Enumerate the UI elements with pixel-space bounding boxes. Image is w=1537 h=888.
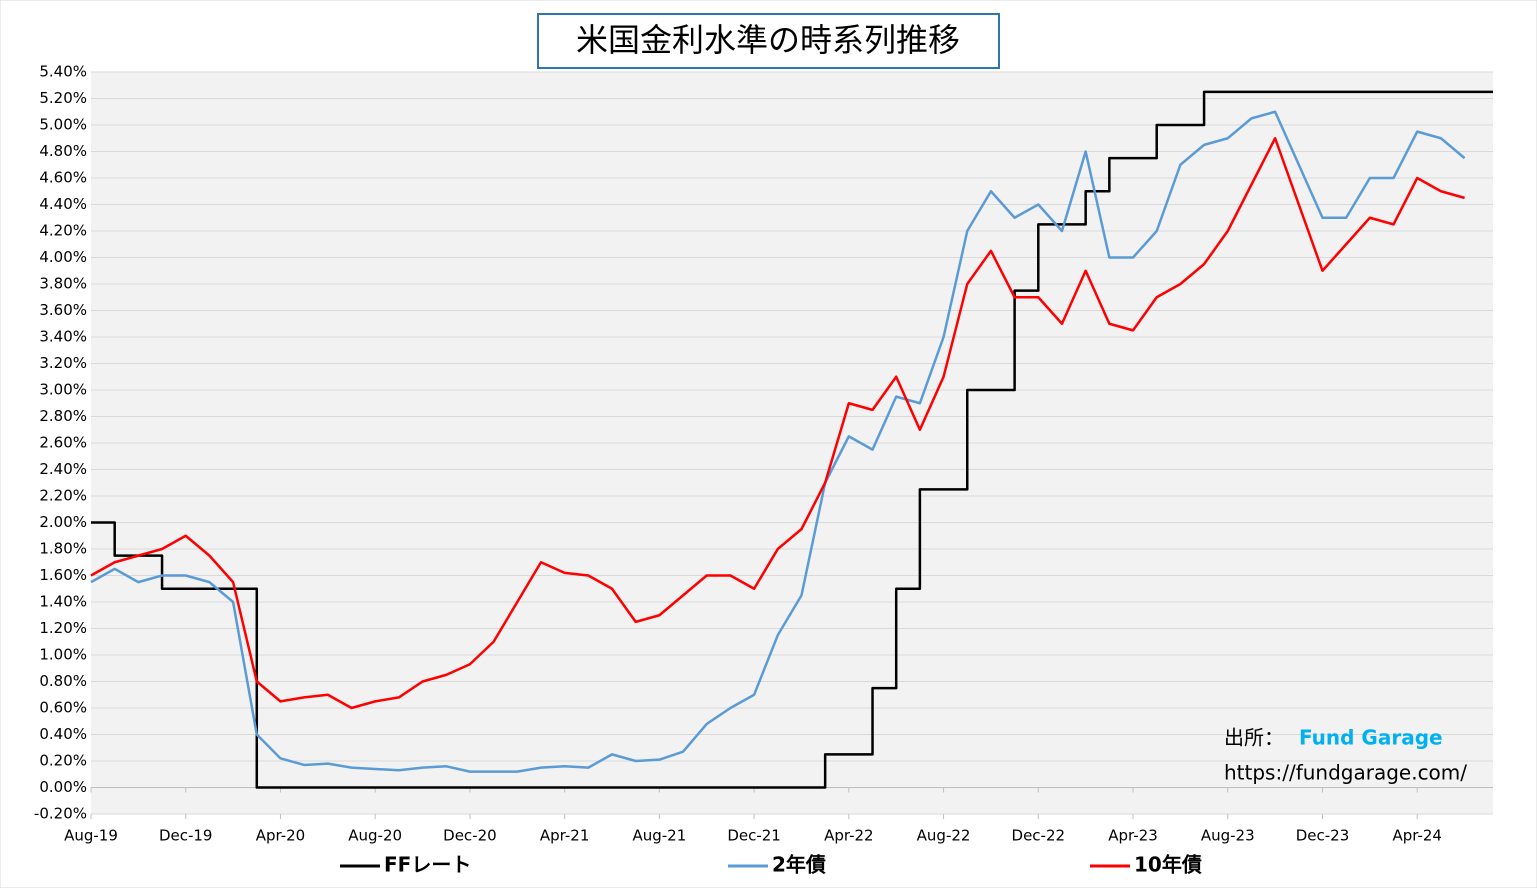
x-tick-label: Apr-22 [824,827,874,845]
y-tick-label: 1.20% [39,619,87,637]
y-tick-label: 0.60% [39,699,87,717]
y-tick-label: 3.60% [39,301,87,319]
legend-label: 10年債 [1134,853,1202,877]
y-tick-label: 2.80% [39,407,87,425]
y-tick-label: 1.80% [39,540,87,558]
y-tick-label: 3.40% [39,328,87,346]
y-tick-label: 1.60% [39,566,87,584]
y-tick-label: 5.40% [39,63,87,81]
y-tick-label: 4.60% [39,169,87,187]
x-tick-label: Dec-19 [159,827,213,845]
y-tick-label: 4.40% [39,195,87,213]
y-tick-label: 3.80% [39,275,87,293]
y-tick-label: -0.20% [34,805,87,823]
x-tick-label: Aug-20 [348,827,402,845]
chart-title: 米国金利水準の時系列推移 [576,21,960,59]
source-name: Fund Garage [1299,726,1443,750]
y-tick-label: 0.80% [39,672,87,690]
x-tick-label: Apr-24 [1392,827,1442,845]
y-tick-label: 4.20% [39,222,87,240]
y-tick-label: 4.00% [39,248,87,266]
y-tick-label: 2.20% [39,487,87,505]
x-tick-label: Aug-21 [632,827,686,845]
x-tick-label: Dec-20 [443,827,497,845]
series-line [91,90,1493,789]
y-tick-label: 0.20% [39,752,87,770]
x-tick-label: Aug-19 [64,827,118,845]
x-tick-label: Aug-23 [1201,827,1255,845]
y-tick-label: 0.00% [39,778,87,796]
y-tick-label: 2.60% [39,434,87,452]
x-tick-label: Apr-21 [540,827,590,845]
series-line [90,110,1466,773]
legend-label: 2年債 [772,853,826,877]
source-url: https://fundgarage.com/ [1224,761,1467,785]
source-label: 出所： [1224,726,1284,750]
y-tick-label: 5.00% [39,116,87,134]
y-tick-label: 1.40% [39,593,87,611]
series-line [90,137,1465,710]
y-tick-label: 2.40% [39,460,87,478]
x-tick-label: Dec-22 [1012,827,1066,845]
y-tick-label: 5.20% [39,89,87,107]
legend-label: FFレート [384,853,471,877]
title-box [537,13,1000,69]
y-tick-label: 3.00% [39,381,87,399]
y-tick-label: 2.00% [39,513,87,531]
y-tick-label: 1.00% [39,646,87,664]
y-tick-label: 3.20% [39,354,87,372]
x-tick-label: Apr-23 [1108,827,1158,845]
x-tick-label: Dec-23 [1296,827,1350,845]
y-tick-label: 0.40% [39,725,87,743]
y-tick-label: 4.80% [39,142,87,160]
x-tick-label: Dec-21 [727,827,781,845]
x-tick-label: Aug-22 [917,827,971,845]
x-tick-label: Apr-20 [256,827,306,845]
